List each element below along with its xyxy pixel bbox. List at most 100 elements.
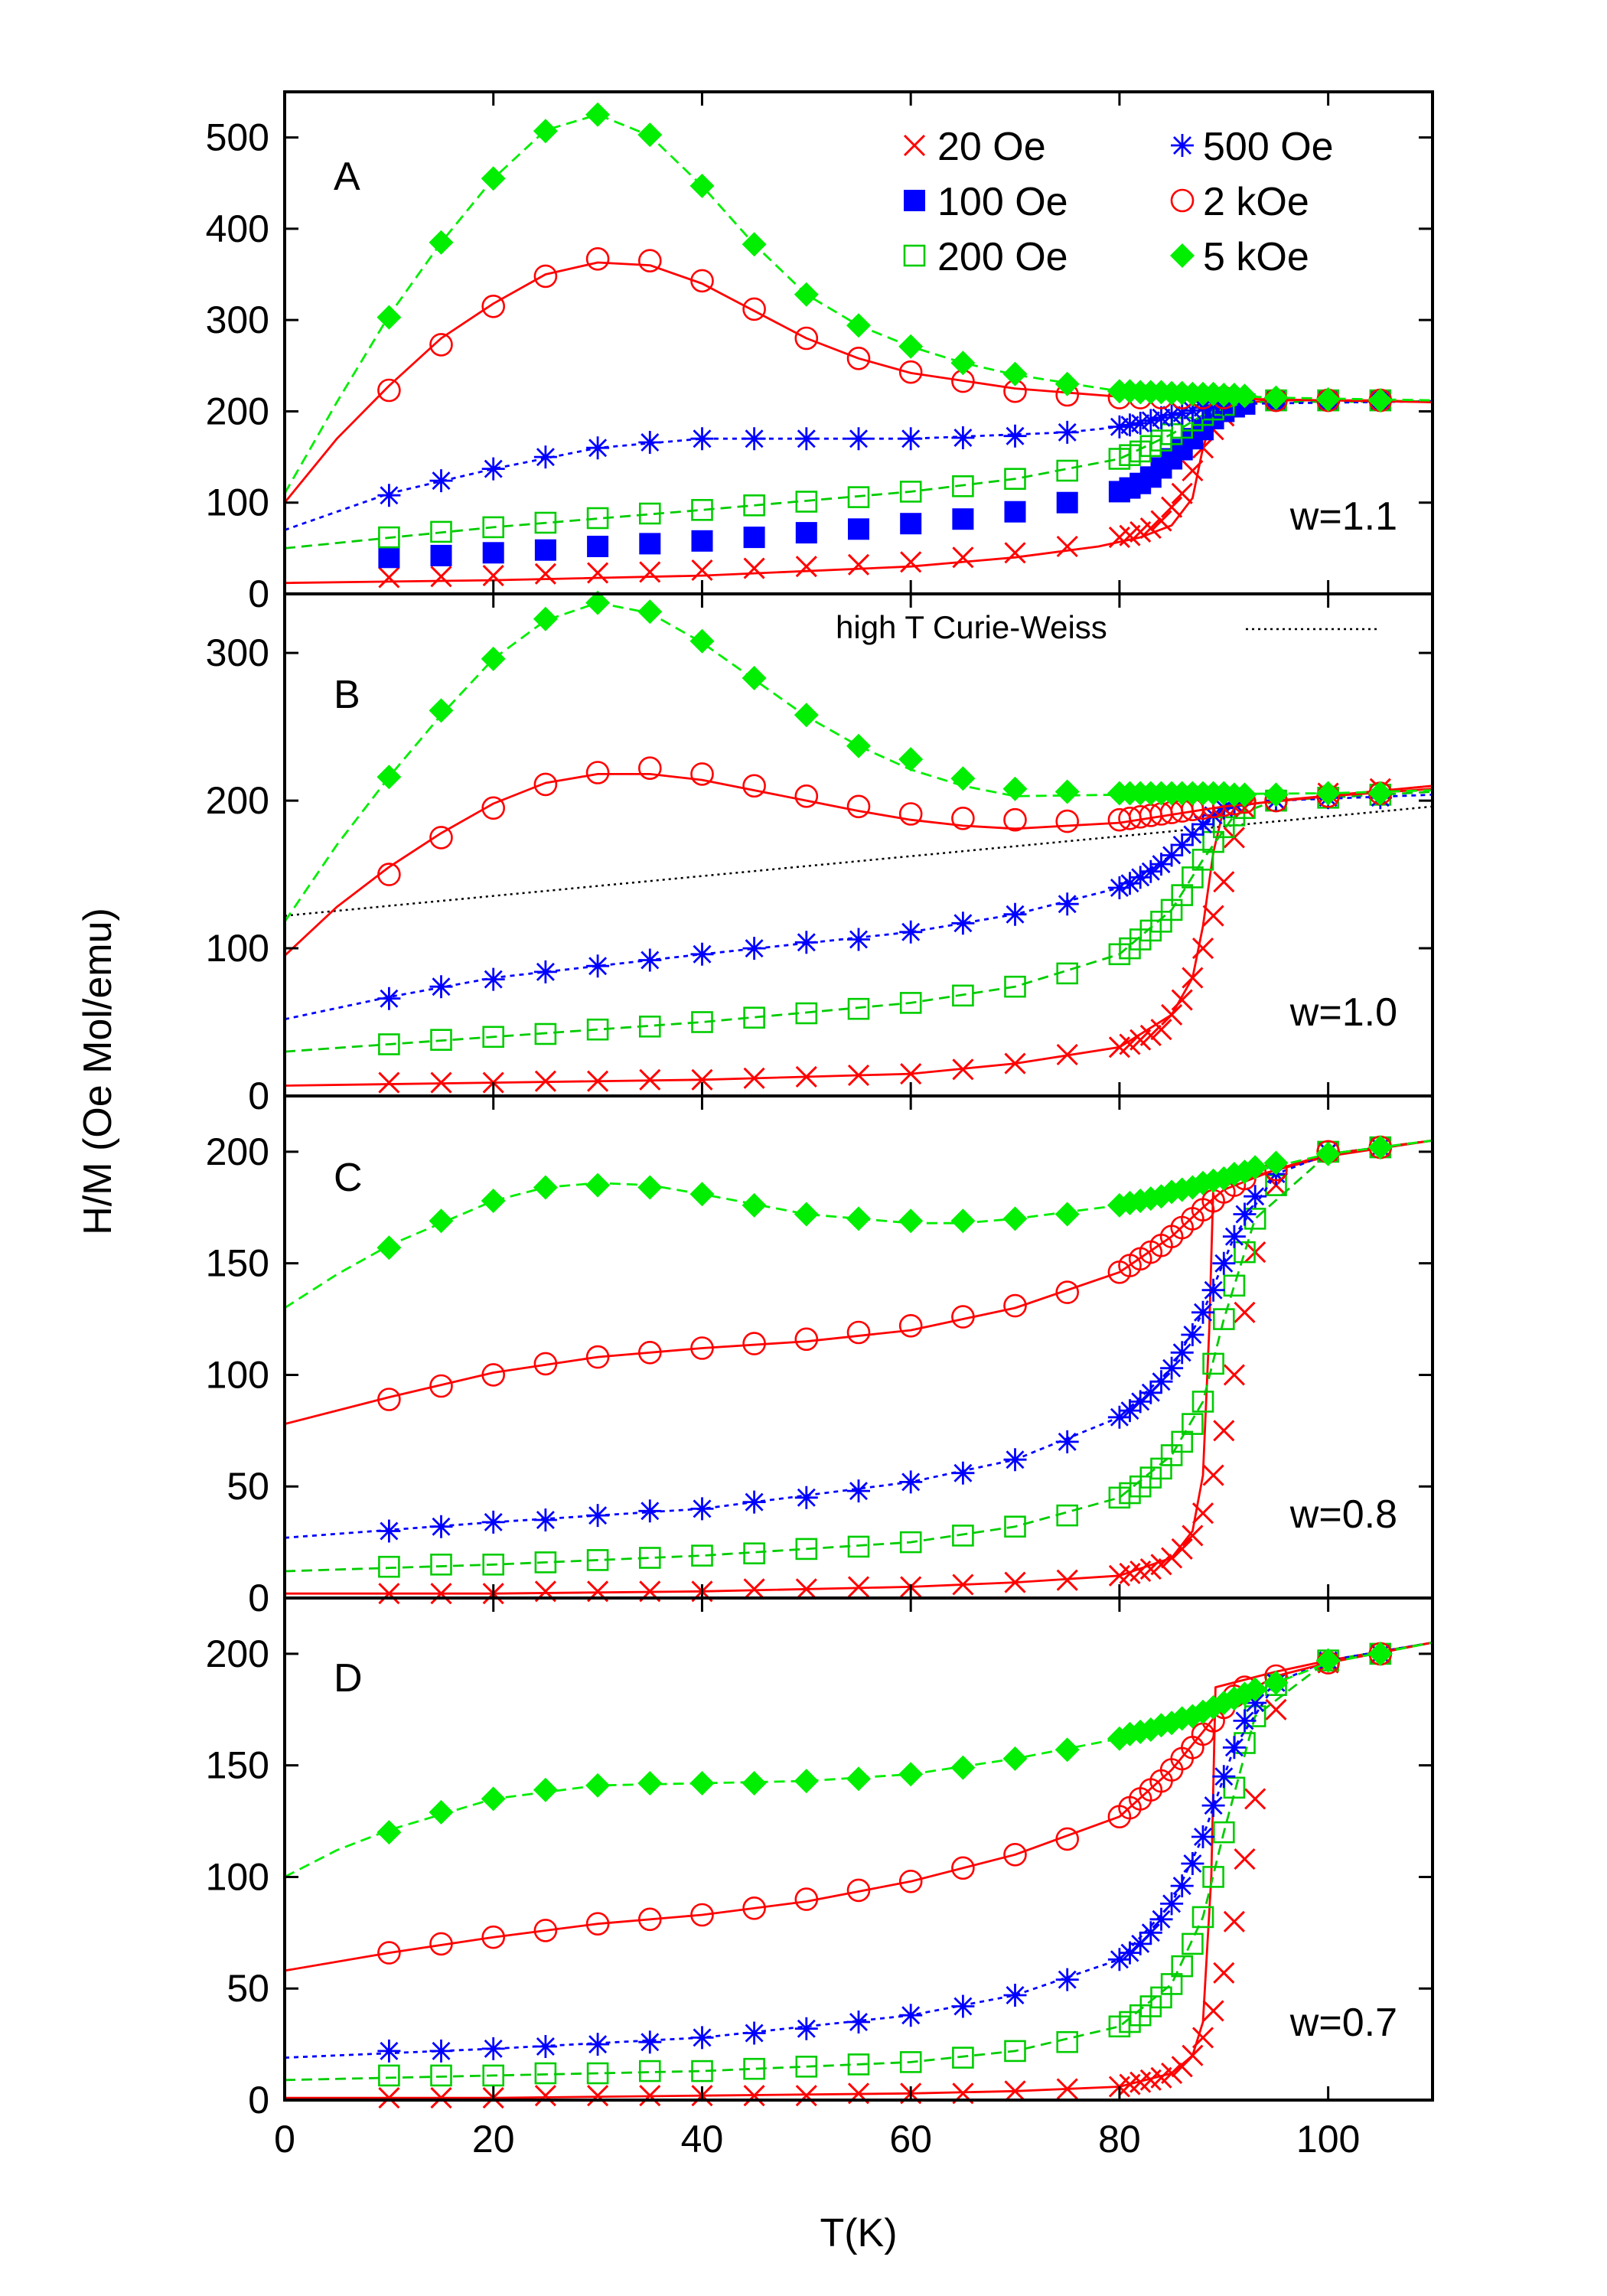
panel-b-point-500oe-19 [1160,843,1184,867]
panel-c-point-500oe-8 [794,1486,818,1509]
panel-d-point-20oe-1 [430,2087,452,2109]
panel-c-point-200oe-3 [534,1551,557,1574]
panel-d-point-20oe-12 [1004,2080,1026,2102]
panel-b-point-5koe-13 [1054,779,1080,804]
panel-d-point-500oe-13 [1055,1968,1079,1991]
panel-d-point-2koe-5 [637,1907,662,1932]
panel-c-point-2koe-12 [1003,1293,1027,1318]
panel-c-point-2koe-3 [533,1352,558,1376]
panel-b-point-500oe-10 [899,920,923,944]
panel-a-point-500oe-14 [1107,415,1131,439]
panel-b-point-20oe-12 [1004,1052,1026,1075]
panel-d-point-5koe-10 [898,1762,924,1787]
panel-b-point-20oe-1 [430,1071,452,1094]
panel-c-point-20oe-17 [1139,1558,1162,1580]
panel-b-point-20oe-9 [847,1064,870,1087]
panel-b-fit-5koe [283,602,1433,923]
panel-c-point-20oe-7 [743,1578,765,1600]
panel-d-point-2koe-4 [585,1912,610,1936]
panel-c-point-5koe-28 [1263,1150,1289,1176]
panel-a-point-500oe-17 [1139,409,1162,432]
panel-d-point-200oe-4 [586,2062,609,2085]
x-tick-label-100: 100 [1296,2118,1360,2161]
panel-d-point-200oe-0 [378,2064,400,2087]
panel-a-w-label: w=1.1 [1289,494,1397,539]
panel-c-point-500oe-0 [377,1519,401,1543]
panel-d-point-5koe-4 [585,1773,611,1798]
panel-c-point-500oe-21 [1181,1323,1204,1346]
panel-c-point-20oe-13 [1056,1569,1078,1591]
panel-d-point-5koe-7 [742,1771,767,1795]
panel-d-point-20oe-24 [1213,1962,1235,1984]
panel-c-point-5koe-30 [1367,1135,1393,1160]
panel-b-point-2koe-7 [742,774,766,798]
panel-d-point-2koe-6 [690,1903,714,1927]
panel-b-point-2koe-13 [1055,809,1079,833]
panel-d-point-5koe-27 [1243,1677,1268,1702]
legend-symbol-2koe [1170,188,1195,213]
panel-c-point-5koe-4 [585,1172,611,1198]
panel-d-point-500oe-4 [586,2033,610,2056]
panel-a-point-5koe-27 [1263,385,1289,410]
panel-c-point-2koe-2 [481,1363,506,1387]
panel-b-point-5koe-29 [1367,781,1393,806]
panel-c-point-500oe-20 [1170,1341,1194,1365]
panel-c-point-200oe-9 [847,1535,870,1558]
panel-a-point-500oe-15 [1118,413,1142,437]
panel-a-point-100oe-10 [900,513,922,535]
panel-d-point-200oe-8 [795,2056,818,2078]
panel-b-w-label: w=1.0 [1289,990,1397,1035]
panel-b-point-200oe-7 [743,1006,765,1029]
panel-a-y-tick-label-400: 400 [206,207,269,250]
panel-d-point-5koe-0 [376,1820,402,1845]
panel-b-point-500oe-3 [533,960,557,983]
panel-c-point-500oe-18 [1149,1370,1173,1394]
panel-c-point-500oe-15 [1118,1399,1142,1423]
panel-a-point-200oe-13 [1056,459,1078,482]
panel-c-point-500oe-26 [1233,1202,1257,1226]
panel-b-point-200oe-2 [482,1026,505,1049]
panel-b-point-20oe-19 [1161,1003,1183,1026]
panel-c-point-5koe-8 [794,1202,819,1227]
panel-b-point-500oe-7 [742,937,766,960]
panel-d-point-20oe-7 [743,2085,765,2107]
panel-b-point-20oe-5 [639,1068,661,1091]
panel-b-point-500oe-20 [1170,833,1194,856]
panel-c-point-500oe-5 [638,1499,662,1523]
panel-b-point-200oe-8 [795,1002,818,1025]
panel-b-point-20oe-6 [691,1068,713,1091]
curie-weiss-label: high T Curie-Weiss [836,609,1107,645]
panel-c-point-500oe-22 [1191,1300,1214,1324]
panel-d-point-500oe-5 [638,2030,662,2054]
panel-b-point-5koe-6 [689,628,715,654]
panel-d-point-2koe-10 [898,1870,923,1893]
panel-c-point-2koe-4 [585,1345,610,1369]
panel-b-point-200oe-1 [430,1029,452,1051]
panel-a-y-tick-label-100: 100 [206,481,269,524]
panel-a-point-5koe-5 [637,122,663,148]
panel-a-point-100oe-2 [482,542,504,564]
panel-d-point-500oe-9 [847,2011,870,2033]
panel-b-point-200oe-3 [534,1022,557,1045]
curie-weiss-legend: high T Curie-Weiss [836,609,1377,645]
panel-b-point-2koe-6 [690,762,714,786]
panel-a-point-100oe-11 [952,508,974,530]
panel-a-point-500oe-3 [533,445,557,469]
panel-a-point-200oe-9 [847,486,870,508]
panel-c-point-5koe-12 [1002,1206,1028,1231]
panel-a-y-tick-label-500: 500 [206,116,269,159]
panel-d-point-5koe-9 [846,1766,871,1792]
panel-b-point-5koe-5 [637,599,663,625]
panel-a-y-tick-label-0: 0 [248,572,269,615]
panel-d-point-20oe-23 [1202,2000,1224,2022]
panel-b-point-200oe-0 [378,1033,400,1055]
panel-a-point-2koe-10 [898,360,923,384]
panel-b-point-20oe-8 [795,1065,817,1088]
panel-b-point-2koe-0 [377,863,401,886]
panel-c-point-2koe-1 [429,1374,453,1398]
panel-b-point-200oe-5 [638,1016,661,1038]
panel-b-point-200oe-4 [586,1018,609,1041]
x-tick-label-60: 60 [889,2118,932,2161]
panel-d-point-500oe-25 [1222,1736,1246,1760]
legend-symbol-500oe [1171,134,1194,157]
